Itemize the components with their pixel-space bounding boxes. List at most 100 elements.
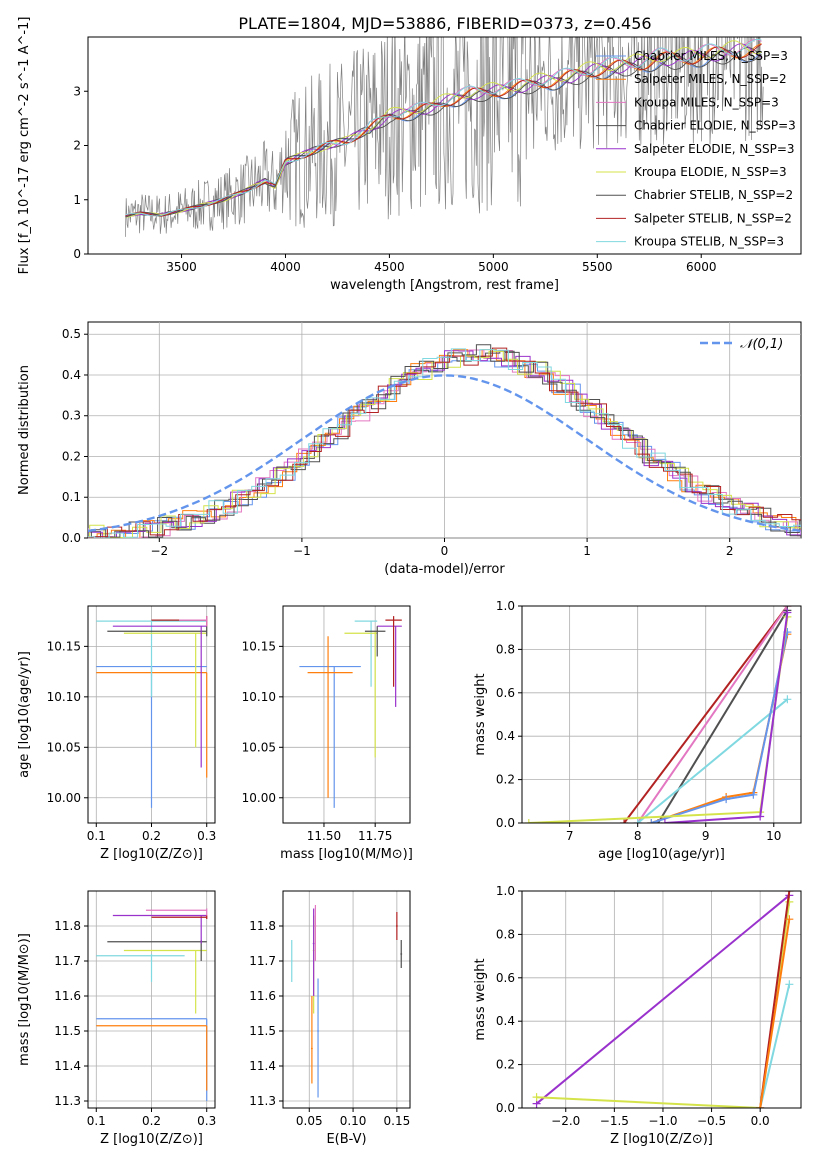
- residual-histogram: [88, 350, 801, 538]
- legend-label: Salpeter MILES, N_SSP=2: [634, 72, 787, 86]
- y-tick-label: 0.6: [496, 971, 515, 985]
- data-point-marker: [756, 812, 765, 821]
- legend-label: Salpeter ELODIE, N_SSP=3: [634, 142, 795, 156]
- y-tick-label: 3: [73, 84, 81, 98]
- residual-histogram: [88, 356, 801, 538]
- x-tick-label: 9: [702, 829, 710, 843]
- x-tick-label: 11.50: [307, 829, 341, 843]
- massweight-vs-metallicity-panel: −2.0 −1.5 −1.0 −0.5 0.0 0.0 0.2 0.4 0.6 0.8 1.0 Z […: [473, 884, 802, 1147]
- y-tick-label: 0: [73, 247, 81, 261]
- plot-area: [96, 908, 208, 1101]
- y-tick-label: 11.4: [249, 1059, 276, 1073]
- legend-label: Chabrier STELIB, N_SSP=2: [634, 188, 793, 202]
- x-axis-label: mass [log10(M/M⊙)]: [280, 847, 413, 862]
- y-tick-label: 1.0: [496, 599, 515, 613]
- plot-area: [88, 344, 801, 538]
- data-point-marker: [783, 695, 792, 704]
- plot-frame: [282, 890, 411, 1109]
- x-axis-label: age [log10(age/yr)]: [598, 847, 725, 862]
- x-tick-label: 0.10: [340, 1114, 367, 1128]
- plot-area: [299, 616, 402, 808]
- data-point-marker: [785, 915, 794, 924]
- y-axis-label: mass weight: [473, 673, 488, 755]
- plot-area: [125, 37, 764, 237]
- plot-area: [524, 606, 792, 823]
- mass-weight-line: [650, 631, 789, 823]
- plot-frame: [87, 605, 216, 824]
- residual-histogram: [88, 347, 801, 538]
- x-axis-label: Z [log10(Z/Z⊙)]: [100, 847, 203, 862]
- residual-histogram: [88, 350, 801, 538]
- x-tick-label: −0.5: [697, 1114, 726, 1128]
- mass-weight-line: [759, 984, 791, 1108]
- plot-area: [96, 616, 208, 808]
- y-tick-label: 0.0: [62, 531, 81, 545]
- x-tick-label: 5000: [478, 260, 509, 274]
- x-tick-label: 3500: [166, 260, 197, 274]
- data-point-marker: [783, 608, 792, 617]
- age-vs-metallicity-panel: 0.1 0.2 0.3 10.00 10.05 10.10 10.15 Z [log10(Z/…: [17, 605, 216, 862]
- plot-frame: [521, 605, 802, 824]
- y-tick-label: 11.8: [54, 919, 81, 933]
- legend-label: Salpeter STELIB, N_SSP=2: [634, 211, 792, 225]
- y-tick-label: 11.3: [249, 1094, 276, 1108]
- data-point-marker: [785, 897, 794, 906]
- y-tick-label: 0.8: [496, 642, 515, 656]
- plot-frame: [282, 605, 411, 824]
- y-tick-label: 0.0: [496, 816, 515, 830]
- age-vs-mass-panel: 11.50 11.75 10.00 10.05 10.10 10.15 mass [log1…: [242, 605, 413, 862]
- y-tick-label: 11.6: [54, 989, 81, 1003]
- legend-label: Chabrier MILES, N_SSP=3: [634, 49, 788, 63]
- x-tick-label: 11.75: [358, 829, 392, 843]
- y-tick-label: 0.4: [496, 729, 515, 743]
- mass-weight-line: [759, 919, 791, 1108]
- y-tick-label: 0.5: [62, 327, 81, 341]
- spectrum-panel: 3500 4000 4500 5000 5500 6000 0 1 2 3 wavelength […: [17, 17, 802, 293]
- legend-label: Kroupa STELIB, N_SSP=3: [634, 235, 784, 249]
- plot-area: [291, 905, 403, 1098]
- y-tick-label: 11.7: [54, 954, 81, 968]
- y-tick-label: 0.2: [496, 1058, 515, 1072]
- x-tick-label: 0.3: [197, 829, 216, 843]
- y-axis-label: Flux [f_λ 10^-17 erg cm^-2 s^-1 A^-1]: [17, 17, 32, 275]
- plot-frame: [521, 890, 802, 1109]
- y-tick-label: 11.8: [249, 919, 276, 933]
- data-point-marker: [647, 819, 656, 823]
- x-tick-label: 4000: [270, 260, 301, 274]
- y-tick-label: 10.15: [242, 639, 276, 653]
- residuals-panel: −2 −1 0 1 2 0.0 0.1 0.2 0.3 0.4 0.5 (data-model)/er…: [17, 321, 802, 577]
- y-tick-label: 11.4: [54, 1059, 81, 1073]
- model-spectrum-line: [125, 43, 762, 217]
- x-tick-label: 6000: [686, 260, 717, 274]
- data-point-marker: [660, 819, 669, 823]
- residual-histogram: [88, 349, 801, 538]
- y-tick-label: 10.10: [47, 690, 81, 704]
- y-tick-label: 10.05: [242, 740, 276, 754]
- y-tick-label: 0.0: [496, 1101, 515, 1115]
- x-axis-label: wavelength [Angstrom, rest frame]: [330, 278, 559, 293]
- y-axis-label: mass weight: [473, 958, 488, 1040]
- data-point-marker: [785, 891, 794, 895]
- data-point-marker: [620, 819, 629, 823]
- y-tick-label: 11.5: [249, 1024, 276, 1038]
- y-tick-label: 2: [73, 139, 81, 153]
- y-tick-label: 0.6: [496, 686, 515, 700]
- x-tick-label: 7: [566, 829, 574, 843]
- x-axis-label: (data-model)/error: [384, 562, 505, 577]
- y-tick-label: 10.10: [242, 690, 276, 704]
- x-tick-label: 1: [583, 544, 591, 558]
- legend-label: Chabrier ELODIE, N_SSP=3: [634, 119, 796, 133]
- residual-histogram: [88, 349, 801, 538]
- x-tick-label: 0.1: [87, 1114, 106, 1128]
- y-tick-label: 11.5: [54, 1024, 81, 1038]
- x-tick-label: 4500: [374, 260, 405, 274]
- x-tick-label: −1: [293, 544, 311, 558]
- y-axis-label: age [log10(age/yr)]: [17, 651, 32, 778]
- mass-vs-metallicity-panel: 0.1 0.2 0.3 11.3 11.4 11.5 11.6 11.7 11.8 Z [log1…: [17, 890, 216, 1147]
- x-tick-label: −1.0: [648, 1114, 677, 1128]
- legend-label: Kroupa ELODIE, N_SSP=3: [634, 165, 787, 179]
- model-spectrum-line: [125, 39, 762, 217]
- y-tick-label: 0.4: [62, 368, 81, 382]
- y-tick-label: 0.8: [496, 927, 515, 941]
- data-point-marker: [524, 819, 533, 823]
